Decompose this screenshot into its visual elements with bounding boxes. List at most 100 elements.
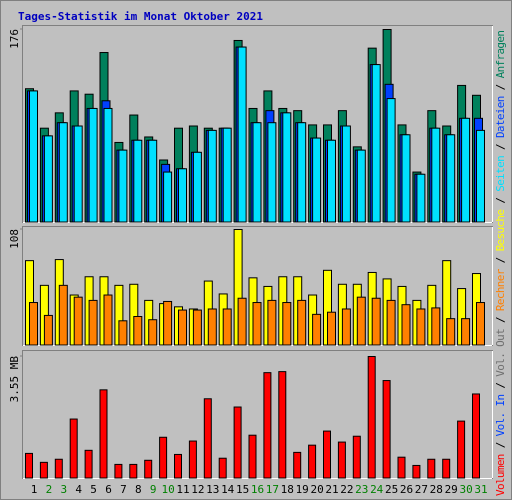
bar: [118, 320, 128, 346]
bar: [282, 302, 292, 346]
bar: [39, 461, 48, 479]
legend-entry: Seiten: [494, 155, 507, 191]
legend-entry: Volumen: [494, 454, 507, 496]
bar: [401, 134, 411, 223]
bar: [203, 398, 212, 479]
y-tick-label: 3.55 MB: [8, 356, 21, 403]
bar: [341, 125, 351, 223]
bar: [312, 137, 322, 223]
bar: [367, 356, 376, 479]
bar: [401, 304, 411, 346]
bar: [386, 299, 396, 346]
bar: [133, 139, 143, 223]
bar: [129, 463, 138, 479]
bar: [207, 308, 217, 346]
bar: [416, 173, 426, 223]
bar: [114, 463, 123, 479]
bar: [218, 457, 227, 479]
bar: [144, 459, 153, 479]
bar: [267, 299, 277, 346]
bar: [103, 294, 113, 346]
bar: [148, 139, 158, 223]
x-tick-label: 18: [281, 483, 294, 496]
bar: [58, 122, 68, 223]
bar: [323, 430, 331, 479]
bar: [476, 129, 485, 223]
x-tick-label: 30: [459, 483, 472, 496]
x-tick-label: 21: [325, 483, 338, 496]
bar: [371, 64, 381, 223]
bar: [337, 441, 346, 479]
bar: [297, 122, 307, 223]
bar: [103, 107, 113, 223]
x-tick-label: 15: [236, 483, 249, 496]
bar: [446, 318, 456, 346]
bar: [43, 314, 53, 346]
bar: [174, 453, 182, 479]
y-tick-label: 176: [8, 29, 21, 49]
x-tick-label: 11: [176, 483, 189, 496]
bar: [133, 316, 143, 346]
x-tick-label: 28: [430, 483, 443, 496]
bar: [427, 458, 436, 479]
bar: [88, 299, 98, 346]
bar: [252, 302, 262, 346]
bar: [278, 371, 287, 479]
x-tick-label: 13: [206, 483, 219, 496]
bar: [159, 436, 168, 479]
bar: [297, 299, 307, 346]
bar: [442, 458, 451, 479]
bar: [84, 449, 93, 479]
bar: [178, 168, 187, 223]
bar: [73, 296, 83, 346]
bar: [412, 464, 421, 479]
x-tick-label: 24: [370, 483, 384, 496]
legend: Volumen / Vol. In / Vol. Out / Rechner /…: [494, 30, 507, 496]
bar: [282, 112, 292, 223]
y-tick-label: 108: [8, 229, 21, 249]
bar: [252, 122, 262, 223]
x-tick-label: 29: [445, 483, 458, 496]
bar: [25, 452, 33, 479]
bar: [371, 297, 381, 346]
x-tick-label: 6: [105, 483, 112, 496]
bar: [222, 127, 232, 223]
plot-area: [22, 350, 493, 479]
bar: [263, 372, 272, 479]
bar: [382, 380, 391, 479]
bar: [472, 393, 480, 479]
bar: [431, 307, 441, 346]
bar: [148, 319, 158, 346]
bar: [431, 127, 441, 223]
x-tick-label: 4: [75, 483, 82, 496]
x-tick-label: 17: [266, 483, 279, 496]
bar: [43, 135, 53, 223]
bar: [416, 308, 426, 346]
bar: [99, 389, 108, 479]
x-tick-label: 7: [120, 483, 127, 496]
bar: [352, 435, 361, 479]
bar: [356, 149, 366, 223]
bar: [58, 284, 68, 346]
bar: [327, 139, 336, 223]
x-tick-label: 3: [60, 483, 67, 496]
bar: [188, 440, 197, 479]
legend-entry: Vol. In: [494, 394, 507, 436]
bar: [457, 420, 466, 479]
bar: [476, 302, 485, 346]
x-tick-label: 16: [251, 483, 264, 496]
x-tick-label: 1: [31, 483, 38, 496]
bar: [29, 302, 38, 346]
x-tick-label: 2: [46, 483, 53, 496]
bar: [163, 300, 173, 346]
x-tick-label: 5: [90, 483, 97, 496]
bar: [267, 122, 277, 223]
bar: [446, 134, 456, 223]
bar: [192, 151, 202, 223]
bar: [237, 46, 247, 223]
x-tick-label: 27: [415, 483, 428, 496]
bar: [163, 171, 173, 223]
bar: [293, 451, 302, 479]
bar: [88, 107, 98, 223]
